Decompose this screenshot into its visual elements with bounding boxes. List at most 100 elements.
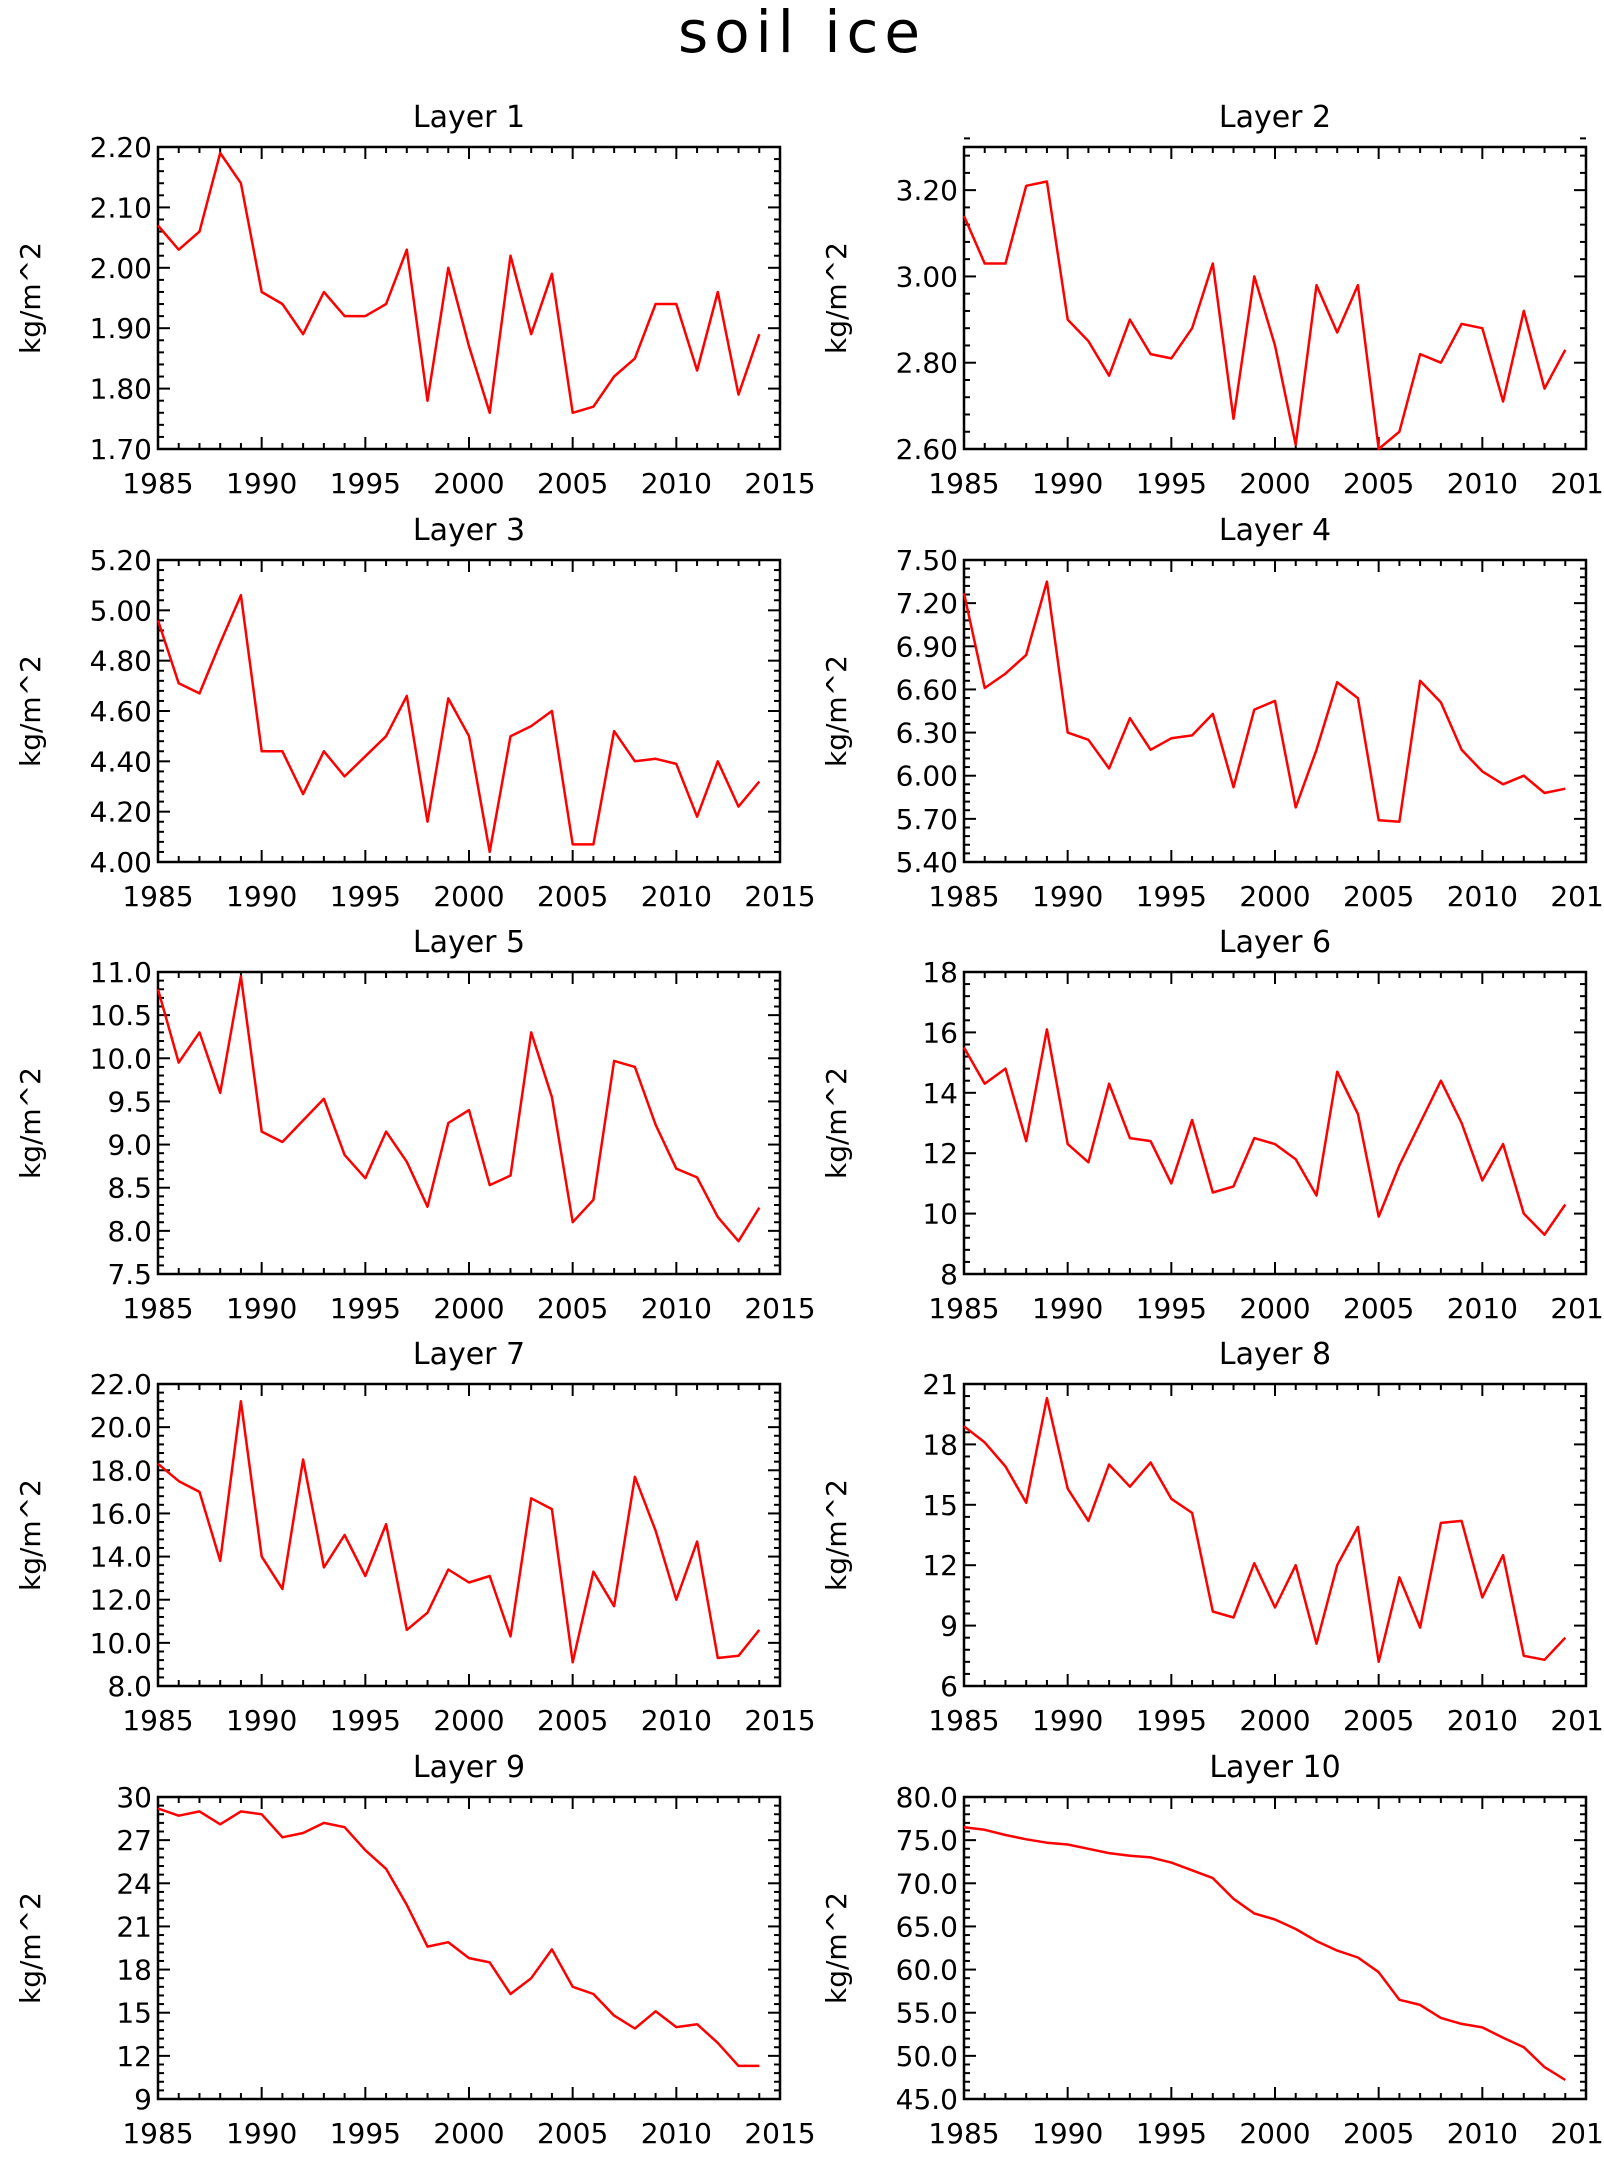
x-tick-label: 2010 (641, 2117, 712, 2150)
y-tick-label: 4.80 (90, 645, 152, 678)
x-tick-label: 2000 (1239, 1292, 1310, 1325)
x-tick-label: 1995 (330, 1704, 401, 1737)
y-tick-label: 16 (922, 1016, 958, 1049)
x-tick-label: 2010 (1447, 467, 1518, 500)
x-tick-label: 1995 (1136, 1704, 1207, 1737)
y-tick-label: 6.90 (896, 630, 958, 663)
x-tick-label: 1995 (1136, 880, 1207, 913)
x-tick-label: 1990 (226, 467, 297, 500)
y-tick-label: 3.20 (896, 174, 958, 207)
y-tick-label: 10.0 (90, 1627, 152, 1660)
x-tick-label: 2005 (1343, 467, 1414, 500)
x-tick-label: 2010 (1447, 1292, 1518, 1325)
x-tick-label: 2015 (1550, 467, 1604, 500)
y-tick-label: 6.30 (896, 717, 958, 750)
x-tick-label: 2015 (1550, 1292, 1604, 1325)
series-line (963, 1396, 1567, 1664)
chart-panel-layer-1: Layer 1 1985 1990 1995 2000 2005 2010 2015 1.70 1… (14, 100, 816, 500)
y-axis-label: kg/m^2 (820, 1892, 853, 2004)
y-tick-label: 12.0 (90, 1584, 152, 1617)
y-tick-label: 18.0 (90, 1454, 152, 1487)
y-tick-label: 2.80 (896, 347, 958, 380)
series-line (156, 593, 761, 854)
x-tick-label: 2010 (1447, 1704, 1518, 1737)
panel-title: Layer 2 (1219, 100, 1331, 135)
x-tick-label: 2015 (1550, 1704, 1604, 1737)
y-tick-label: 70.0 (896, 1867, 958, 1900)
chart-panel-layer-3: Layer 3 1985 1990 1995 2000 2005 2010 2015 4.00 4… (14, 513, 816, 913)
plot-frame (962, 145, 1588, 451)
x-tick-label: 1990 (226, 1292, 297, 1325)
y-tick-label: 7.50 (896, 544, 958, 577)
y-tick-label: 6.60 (896, 673, 958, 706)
y-tick-label: 12 (116, 2040, 152, 2073)
figure-title: soil ice (678, 0, 926, 66)
y-tick-label: 14.0 (90, 1541, 152, 1574)
x-tick-label: 1990 (226, 2117, 297, 2150)
y-tick-label: 5.40 (896, 846, 958, 879)
x-tick-label: 1985 (928, 2117, 999, 2150)
x-tick-label: 1985 (122, 880, 193, 913)
chart-panel-layer-9: Layer 9 1985 1990 1995 2000 2005 2010 2015 9 12 15… (14, 1750, 816, 2150)
x-tick-label: 2005 (1343, 1292, 1414, 1325)
plot-frame (156, 1382, 782, 1688)
x-tick-label: 1985 (122, 1704, 193, 1737)
y-tick-label: 5.00 (90, 594, 152, 627)
panel-title: Layer 1 (413, 100, 525, 135)
y-tick-label: 12 (922, 1137, 958, 1170)
series-line (963, 1825, 1566, 2082)
y-axis-label: kg/m^2 (820, 1479, 853, 1591)
y-tick-label: 50.0 (896, 2040, 958, 2073)
y-tick-label: 9 (134, 2083, 152, 2116)
x-tick-label: 2005 (537, 467, 608, 500)
x-tick-label: 1995 (330, 467, 401, 500)
x-tick-label: 1995 (330, 880, 401, 913)
y-tick-label: 2.10 (90, 191, 152, 224)
y-tick-label: 15 (116, 1997, 152, 2030)
y-tick-label: 1.90 (90, 312, 152, 345)
x-tick-label: 1985 (122, 2117, 193, 2150)
y-tick-label: 75.0 (896, 1824, 958, 1857)
x-tick-label: 1990 (1032, 1292, 1103, 1325)
y-axis-label: kg/m^2 (14, 1479, 47, 1591)
x-tick-label: 2005 (537, 1704, 608, 1737)
y-tick-label: 15 (922, 1489, 958, 1522)
chart-panel-layer-5: Layer 5 1985 1990 1995 2000 2005 2010 2015 7.5 8.… (14, 925, 816, 1325)
panel-title: Layer 6 (1219, 925, 1331, 960)
y-tick-label: 10.0 (90, 1042, 152, 1075)
y-tick-label: 1.80 (90, 373, 152, 406)
chart-panel-layer-4: Layer 4 1985 1990 1995 2000 2005 2010 2015 5.40 5… (820, 513, 1604, 913)
plot-frame (156, 970, 782, 1276)
chart-panel-layer-2: Layer 2 1985 1990 1995 2000 2005 2010 2015 2.60 2… (820, 100, 1604, 500)
y-tick-label: 6 (940, 1670, 958, 1703)
plot-frame (156, 558, 782, 864)
y-tick-label: 14 (922, 1077, 958, 1110)
x-tick-label: 1985 (122, 467, 193, 500)
series-line (157, 1807, 760, 2068)
y-tick-label: 9.0 (107, 1129, 152, 1162)
x-tick-label: 2000 (433, 1292, 504, 1325)
y-axis-label: kg/m^2 (820, 242, 853, 354)
y-tick-label: 18 (922, 1428, 958, 1461)
panel-title: Layer 8 (1219, 1337, 1331, 1372)
panel-title: Layer 4 (1219, 513, 1331, 548)
series-line (157, 1400, 761, 1664)
y-tick-label: 16.0 (90, 1497, 152, 1530)
y-tick-label: 4.60 (90, 695, 152, 728)
y-tick-label: 60.0 (896, 1954, 958, 1987)
x-tick-label: 2005 (537, 1292, 608, 1325)
y-tick-label: 12 (922, 1549, 958, 1582)
chart-panel-layer-6: Layer 6 1985 1990 1995 2000 2005 2010 2015 8 10 12… (820, 925, 1604, 1325)
y-tick-label: 45.0 (896, 2083, 958, 2116)
y-tick-label: 8.5 (107, 1172, 152, 1205)
y-axis-label: kg/m^2 (14, 655, 47, 767)
panel-title: Layer 10 (1209, 1750, 1340, 1785)
y-tick-label: 20.0 (90, 1411, 152, 1444)
plot-frame (962, 1382, 1588, 1688)
y-tick-label: 4.00 (90, 846, 152, 879)
y-tick-label: 8 (940, 1258, 958, 1291)
x-tick-label: 2005 (537, 880, 608, 913)
y-tick-label: 3.00 (896, 260, 958, 293)
